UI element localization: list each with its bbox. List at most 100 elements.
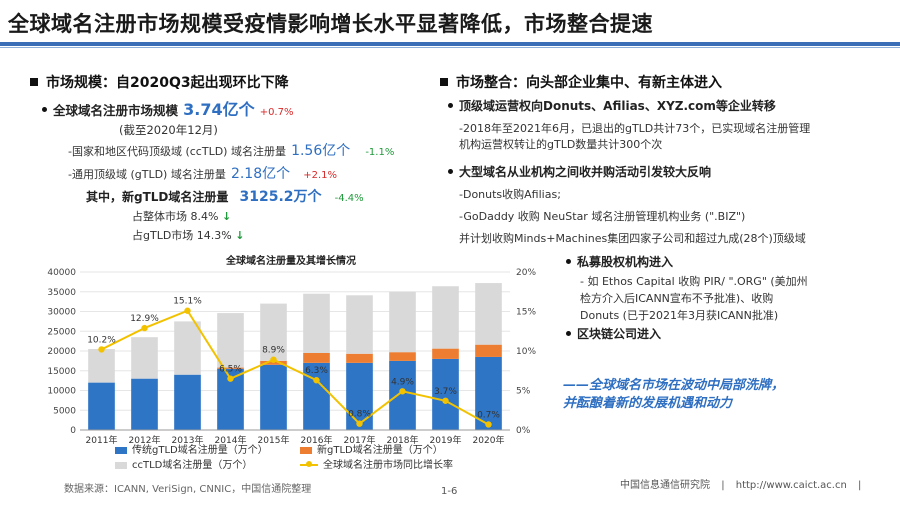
legend-swatch (115, 461, 127, 469)
bar-new-gtld (432, 348, 459, 359)
footer-org: 中国信息通信研究院 | http://www.caict.ac.cn | (620, 480, 862, 491)
share-total-row: 占整体市场 8.4% ↓ (132, 210, 232, 223)
growth-data-label: 6.3% (305, 366, 328, 376)
bar-new-gtld (389, 352, 416, 361)
bar-traditional (260, 364, 287, 430)
legend-item-traditional: 传统gTLD域名注册量（万个） (115, 441, 268, 456)
bar-traditional (432, 358, 459, 430)
mergers-line1: -Donuts收购Afilias; (459, 188, 561, 201)
gtld-change: +2.1% (303, 170, 338, 181)
y-left-tick-label: 10000 (47, 387, 76, 397)
title-divider (0, 42, 900, 46)
growth-data-label: 0.7% (477, 410, 500, 420)
legend-item-new-gtld: 新gTLD域名注册量（万个） (300, 441, 443, 456)
bullet-icon (448, 169, 453, 174)
chart-bars (88, 283, 502, 430)
growth-data-label: 10.2% (87, 335, 116, 345)
market-size-heading: 市场规模：自2020Q3起出现环比下降 (30, 72, 289, 92)
gtld-row: -通用顶级域 (gTLD) 域名注册量 2.18亿个 +2.1% (68, 166, 338, 182)
square-bullet-icon (440, 78, 448, 86)
growth-data-label: 4.9% (391, 377, 414, 387)
x-tick-label: 2019年 (430, 434, 462, 446)
growth-data-label: 12.9% (130, 314, 159, 324)
mergers-line3: 并计划收购Minds+Machines集团四家子公司和超过九成(28个)顶级域 (459, 232, 806, 245)
data-source: 数据来源：ICANN, VeriSign, CNNIC，中国信通院整理 (64, 484, 312, 495)
x-tick-label: 2013年 (172, 434, 204, 446)
bar-cctld (389, 291, 416, 353)
growth-line (101, 309, 489, 426)
bar-cctld (174, 321, 201, 375)
slogan-line1: ——全球域名市场在波动中局部洗牌， (563, 378, 785, 393)
x-tick-label: 2016年 (301, 434, 333, 446)
legend-line-marker (300, 461, 318, 467)
y-left-tick-label: 40000 (47, 268, 76, 278)
growth-point (98, 346, 105, 353)
bullet-icon (448, 103, 453, 108)
title-divider-thin (0, 47, 900, 48)
bar-cctld (131, 337, 158, 379)
footer-url[interactable]: http://www.caict.ac.cn (735, 480, 847, 491)
global-market-change: +0.7% (259, 107, 294, 118)
growth-point (270, 356, 277, 363)
as-of-date: (截至2020年12月) (119, 123, 218, 137)
cctld-change: -1.1% (365, 147, 395, 158)
y-left-tick-label: 15000 (47, 367, 76, 377)
bar-traditional (303, 362, 330, 430)
private-equity-line3: Donuts (已于2021年3月获ICANN批准) (580, 309, 779, 322)
bullet-registry-transfer: 顶级域运营权向Donuts、Afilias、XYZ.com等企业转移 (448, 97, 776, 114)
market-consolidation-heading: 市场整合：向头部企业集中、有新主体进入 (440, 72, 722, 92)
x-tick-label: 2017年 (344, 434, 376, 446)
chart-svg: 全球域名注册量及其增长情况 10.2% 12.9% 15.1% 6.5% 8.9% 6.3… (47, 254, 536, 446)
bar-traditional (346, 362, 373, 430)
x-tick-label: 2020年 (473, 434, 505, 446)
chart-title: 全球域名注册量及其增长情况 (225, 254, 356, 267)
registry-transfer-line2: 机构运营权转让的gTLD数量共计300个次 (459, 138, 663, 151)
growth-point (442, 397, 449, 404)
y-right-tick-label: 0% (516, 426, 531, 436)
growth-data-label: 0.8% (348, 410, 371, 420)
newgtld-row: 其中，新gTLD域名注册量 3125.2万个 -4.4% (86, 189, 364, 205)
x-tick-label: 2012年 (129, 434, 161, 446)
gtld-value: 2.18亿个 (230, 166, 291, 182)
bar-cctld (217, 313, 244, 368)
y-right-tick-label: 15% (516, 308, 536, 318)
bullet-icon (566, 259, 571, 264)
growth-data-label: 15.1% (173, 297, 202, 307)
x-tick-label: 2015年 (258, 434, 290, 446)
bullet-icon (566, 331, 571, 336)
legend-swatch (300, 446, 312, 454)
growth-point (141, 324, 148, 332)
y-right-tick-label: 10% (516, 347, 536, 357)
growth-data-label: 3.7% (434, 387, 457, 397)
square-bullet-icon (30, 78, 38, 86)
global-market-row: 全球域名注册市场规模 3.74亿个 +0.7% (42, 96, 293, 120)
legend-swatch (115, 446, 127, 454)
y-right-tick-label: 5% (516, 387, 531, 397)
bar-new-gtld (217, 367, 244, 369)
chart-growth-line: 10.2% 12.9% 15.1% 6.5% 8.9% 6.3% 0.8% 4.9% 3.7% 0… (87, 297, 500, 428)
y-left-tick-label: 5000 (53, 406, 76, 416)
bar-traditional (131, 378, 158, 430)
page-title: 全球域名注册市场规模受疫情影响增长水平显著降低，市场整合提速 (8, 12, 653, 36)
growth-point (399, 388, 406, 395)
y-left-tick-label: 25000 (47, 327, 76, 337)
growth-data-label: 6.5% (219, 365, 242, 375)
cctld-row: -国家和地区代码顶级域 (ccTLD) 域名注册量 1.56亿个 -1.1% (68, 143, 395, 159)
bar-new-gtld (346, 353, 373, 363)
bar-new-gtld (303, 352, 330, 363)
bar-cctld (432, 286, 459, 349)
y-left-tick-label: 0 (70, 426, 76, 436)
bar-cctld (260, 303, 287, 361)
domain-registration-chart: 全球域名注册量及其增长情况 10.2% 12.9% 15.1% 6.5% 8.9% 6.3… (32, 250, 550, 475)
bar-cctld (346, 295, 373, 354)
bullet-blockchain: 区块链公司进入 (566, 325, 661, 342)
x-tick-label: 2014年 (215, 434, 247, 446)
x-tick-label: 2018年 (387, 434, 419, 446)
bar-traditional (174, 374, 201, 430)
legend-item-growth: 全球域名注册市场同比增长率 (300, 456, 453, 471)
bar-new-gtld (475, 344, 502, 357)
growth-point (485, 421, 492, 428)
page-number: 1-6 (441, 486, 458, 497)
y-left-tick-label: 20000 (47, 347, 76, 357)
newgtld-value: 3125.2万个 (239, 189, 322, 205)
